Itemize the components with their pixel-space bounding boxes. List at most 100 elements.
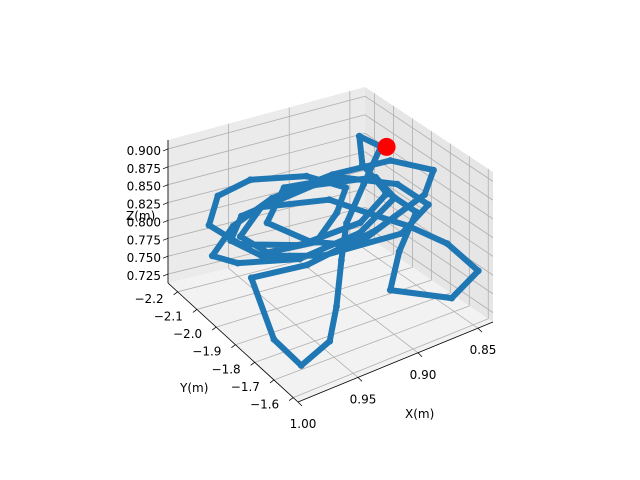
y-axis-label: Y(m) [179,381,208,395]
trajectory-point [391,194,399,202]
grid-line-y-floor [196,253,394,310]
trajectory-point [342,184,350,192]
trajectory-point [329,171,336,179]
trajectory-point [356,229,364,237]
trajectory-point [398,230,406,237]
x-tick-mark [357,377,363,382]
trajectory-point [357,219,364,227]
grid-line-z-left [167,95,366,150]
trajectory-point [443,240,451,248]
y-tick-label: −2.0 [173,327,202,341]
marker-series [377,137,396,156]
trajectory-point [214,192,222,200]
axes-edges [167,140,494,403]
trajectory-point [338,256,345,264]
trajectory-point [421,191,428,199]
z-tick-label: 0.775 [127,233,161,247]
y-tick-label: −1.9 [192,345,221,359]
trajectory-point [387,157,394,164]
y-tick-mark [288,397,294,401]
trajectory-point [381,191,389,199]
z-tick-label: 0.900 [127,144,161,158]
z-axis-label: Z(m) [126,209,155,223]
trajectory-point [372,173,380,181]
trajectory-point [352,242,360,249]
x-tick-label: 0.90 [410,368,437,382]
x-tick-label: 1.00 [290,417,317,431]
trajectory-point [238,212,245,220]
axes-ticks: 1.00 0.95 0.90 0.85 −1.6 −1.7 −1.8 −1.9 −2.0 −2.1… [127,144,497,431]
trajectory-point [227,237,235,245]
trajectory-point [296,241,304,249]
z-tick-label: 0.800 [127,215,161,229]
grid-line-x-floor [349,238,479,329]
trajectory-point [236,233,244,240]
trajectory-point [386,286,394,294]
trajectory-point [393,180,401,188]
trajectory-point [474,267,482,275]
trajectory-point [372,227,380,234]
trajectory-point [247,274,255,282]
trajectory-point [246,176,254,184]
z-tick-mark [162,148,169,152]
trajectory-point [325,196,333,204]
y-tick-mark [231,344,236,349]
z-tick-mark [162,166,169,170]
trajectory-series [205,132,482,369]
z-tick-label: 0.825 [127,198,161,212]
trajectory-point [263,219,271,227]
trajectory-point [333,209,341,217]
grid-line-y-floor [216,266,413,328]
trajectory-point [425,201,432,209]
trajectory-point [404,222,412,230]
grid-line-z-back [364,114,494,201]
y-tick-label: −1.8 [212,362,241,376]
trajectory-point [264,249,272,256]
x-tick-mark [417,352,423,358]
z-tick-mark [162,255,169,259]
y-tick-mark [173,291,178,296]
z-tick-mark [162,220,169,223]
y-tick-mark [211,326,217,331]
trajectory-point [303,172,310,180]
trajectory-point [365,209,373,217]
y-tick-label: −1.7 [231,380,260,394]
trajectory-point [320,252,327,259]
y-tick-mark [192,309,198,313]
trajectory-point [338,174,346,181]
trajectory-point [205,221,213,229]
trajectory-point [448,294,456,302]
trajectory-point [236,240,244,248]
z-tick-label: 0.725 [127,269,161,283]
x-axis-line [297,321,494,403]
z-tick-mark [162,184,169,188]
z-tick-mark [162,237,169,241]
trajectory-point [280,184,288,192]
y-tick-label: −2.2 [134,292,163,306]
start-marker [377,137,396,156]
grid-line-z-left [167,132,366,186]
grid-line-x-floor [228,267,359,378]
y-tick-mark [269,379,275,384]
x-tick-label: 0.95 [350,392,377,406]
grid-line-y-floor [293,318,489,398]
trajectory-point [310,181,318,189]
y-axis-line [167,282,299,403]
trajectory-point [395,248,403,256]
grid-line-z-back [364,95,494,182]
x-tick-mark [297,401,303,407]
x-axis-label: X(m) [405,407,434,421]
trajectory-point [359,161,366,169]
x-tick-mark [477,327,483,333]
y-tick-mark [250,362,255,366]
trajectory-point [326,337,334,345]
trajectory-point [430,166,437,174]
trajectory-point [296,255,303,263]
trajectory-point [297,362,305,369]
trajectory-point [234,259,242,267]
y-tick-label: −2.1 [154,309,183,323]
grid-line-y-floor [273,305,470,381]
trajectory-point [306,238,314,246]
trajectory-point [257,203,265,211]
grid-line-x-floor [288,253,419,354]
